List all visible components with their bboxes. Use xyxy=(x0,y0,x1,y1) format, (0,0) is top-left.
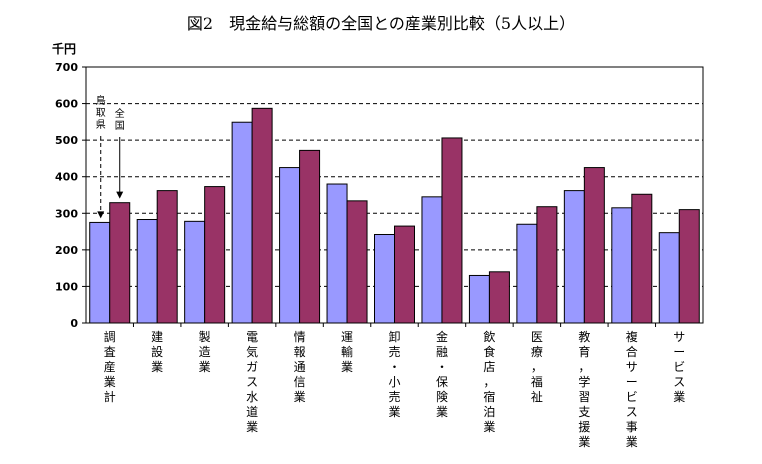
bar-tottori xyxy=(563,190,585,324)
x-tick-label: 建設業 xyxy=(151,330,163,374)
bar-tottori xyxy=(374,233,395,324)
x-tick-label: 運輸業 xyxy=(341,330,353,374)
bar-tottori xyxy=(326,183,348,324)
bar-tottori xyxy=(231,121,253,324)
bar-national xyxy=(441,137,463,324)
y-tick-label: 600 xyxy=(55,98,78,111)
bar-national xyxy=(156,190,178,324)
bar-national xyxy=(394,225,415,324)
x-tick-label: サービス業 xyxy=(673,330,685,404)
unit-label: 千円 xyxy=(52,41,76,56)
bar-tottori xyxy=(421,196,443,324)
arrow-annotation-label: 全国 xyxy=(115,107,125,132)
x-tick-label: 情報通信業 xyxy=(294,330,306,404)
y-tick-label: 100 xyxy=(55,280,78,293)
bar-national xyxy=(583,167,605,324)
bar-tottori xyxy=(279,167,301,324)
y-tick-label: 400 xyxy=(55,171,78,184)
bar-tottori xyxy=(468,274,490,324)
bar-national xyxy=(536,206,558,324)
arrow-down-icon xyxy=(116,191,124,199)
y-tick-label: 700 xyxy=(55,61,78,74)
x-tick-label: 電気ガス水道業 xyxy=(246,330,258,434)
x-tick-label: 医療，福祉 xyxy=(531,330,543,404)
chart-title: 図2 現金給与総額の全国との産業別比較（5人以上） xyxy=(186,14,576,33)
arrow-annotation-label: 鳥取県 xyxy=(96,94,106,131)
x-tick-label: 卸売・小売業 xyxy=(388,329,400,419)
x-tick-label: 調査産業計 xyxy=(104,330,116,404)
bar-national xyxy=(251,107,273,324)
x-tick-label: 教育，学習支援業 xyxy=(578,329,590,449)
bar-tottori xyxy=(184,220,206,324)
bar-national xyxy=(299,149,321,324)
bar-national xyxy=(346,200,368,324)
x-tick-label: 製造業 xyxy=(199,330,211,374)
bar-national xyxy=(204,186,226,324)
x-tick-label: 複合サービス事業 xyxy=(626,329,638,449)
bar-national xyxy=(631,193,653,324)
x-tick-label: 飲食店，宿泊業 xyxy=(483,329,495,434)
bar-national xyxy=(109,202,131,324)
x-tick-label: 金融・保険業 xyxy=(436,329,448,419)
bar-tottori xyxy=(516,223,538,324)
bar-national xyxy=(678,209,700,324)
y-tick-label: 300 xyxy=(55,207,78,220)
bar-tottori xyxy=(89,221,111,324)
y-tick-label: 200 xyxy=(55,244,78,257)
bar-tottori xyxy=(658,232,680,324)
y-tick-label: 500 xyxy=(55,134,78,147)
bar-national xyxy=(488,271,510,324)
arrow-down-icon xyxy=(97,211,105,219)
y-tick-label: 0 xyxy=(70,317,78,330)
bar-tottori xyxy=(136,219,158,324)
bar-tottori xyxy=(611,207,633,324)
